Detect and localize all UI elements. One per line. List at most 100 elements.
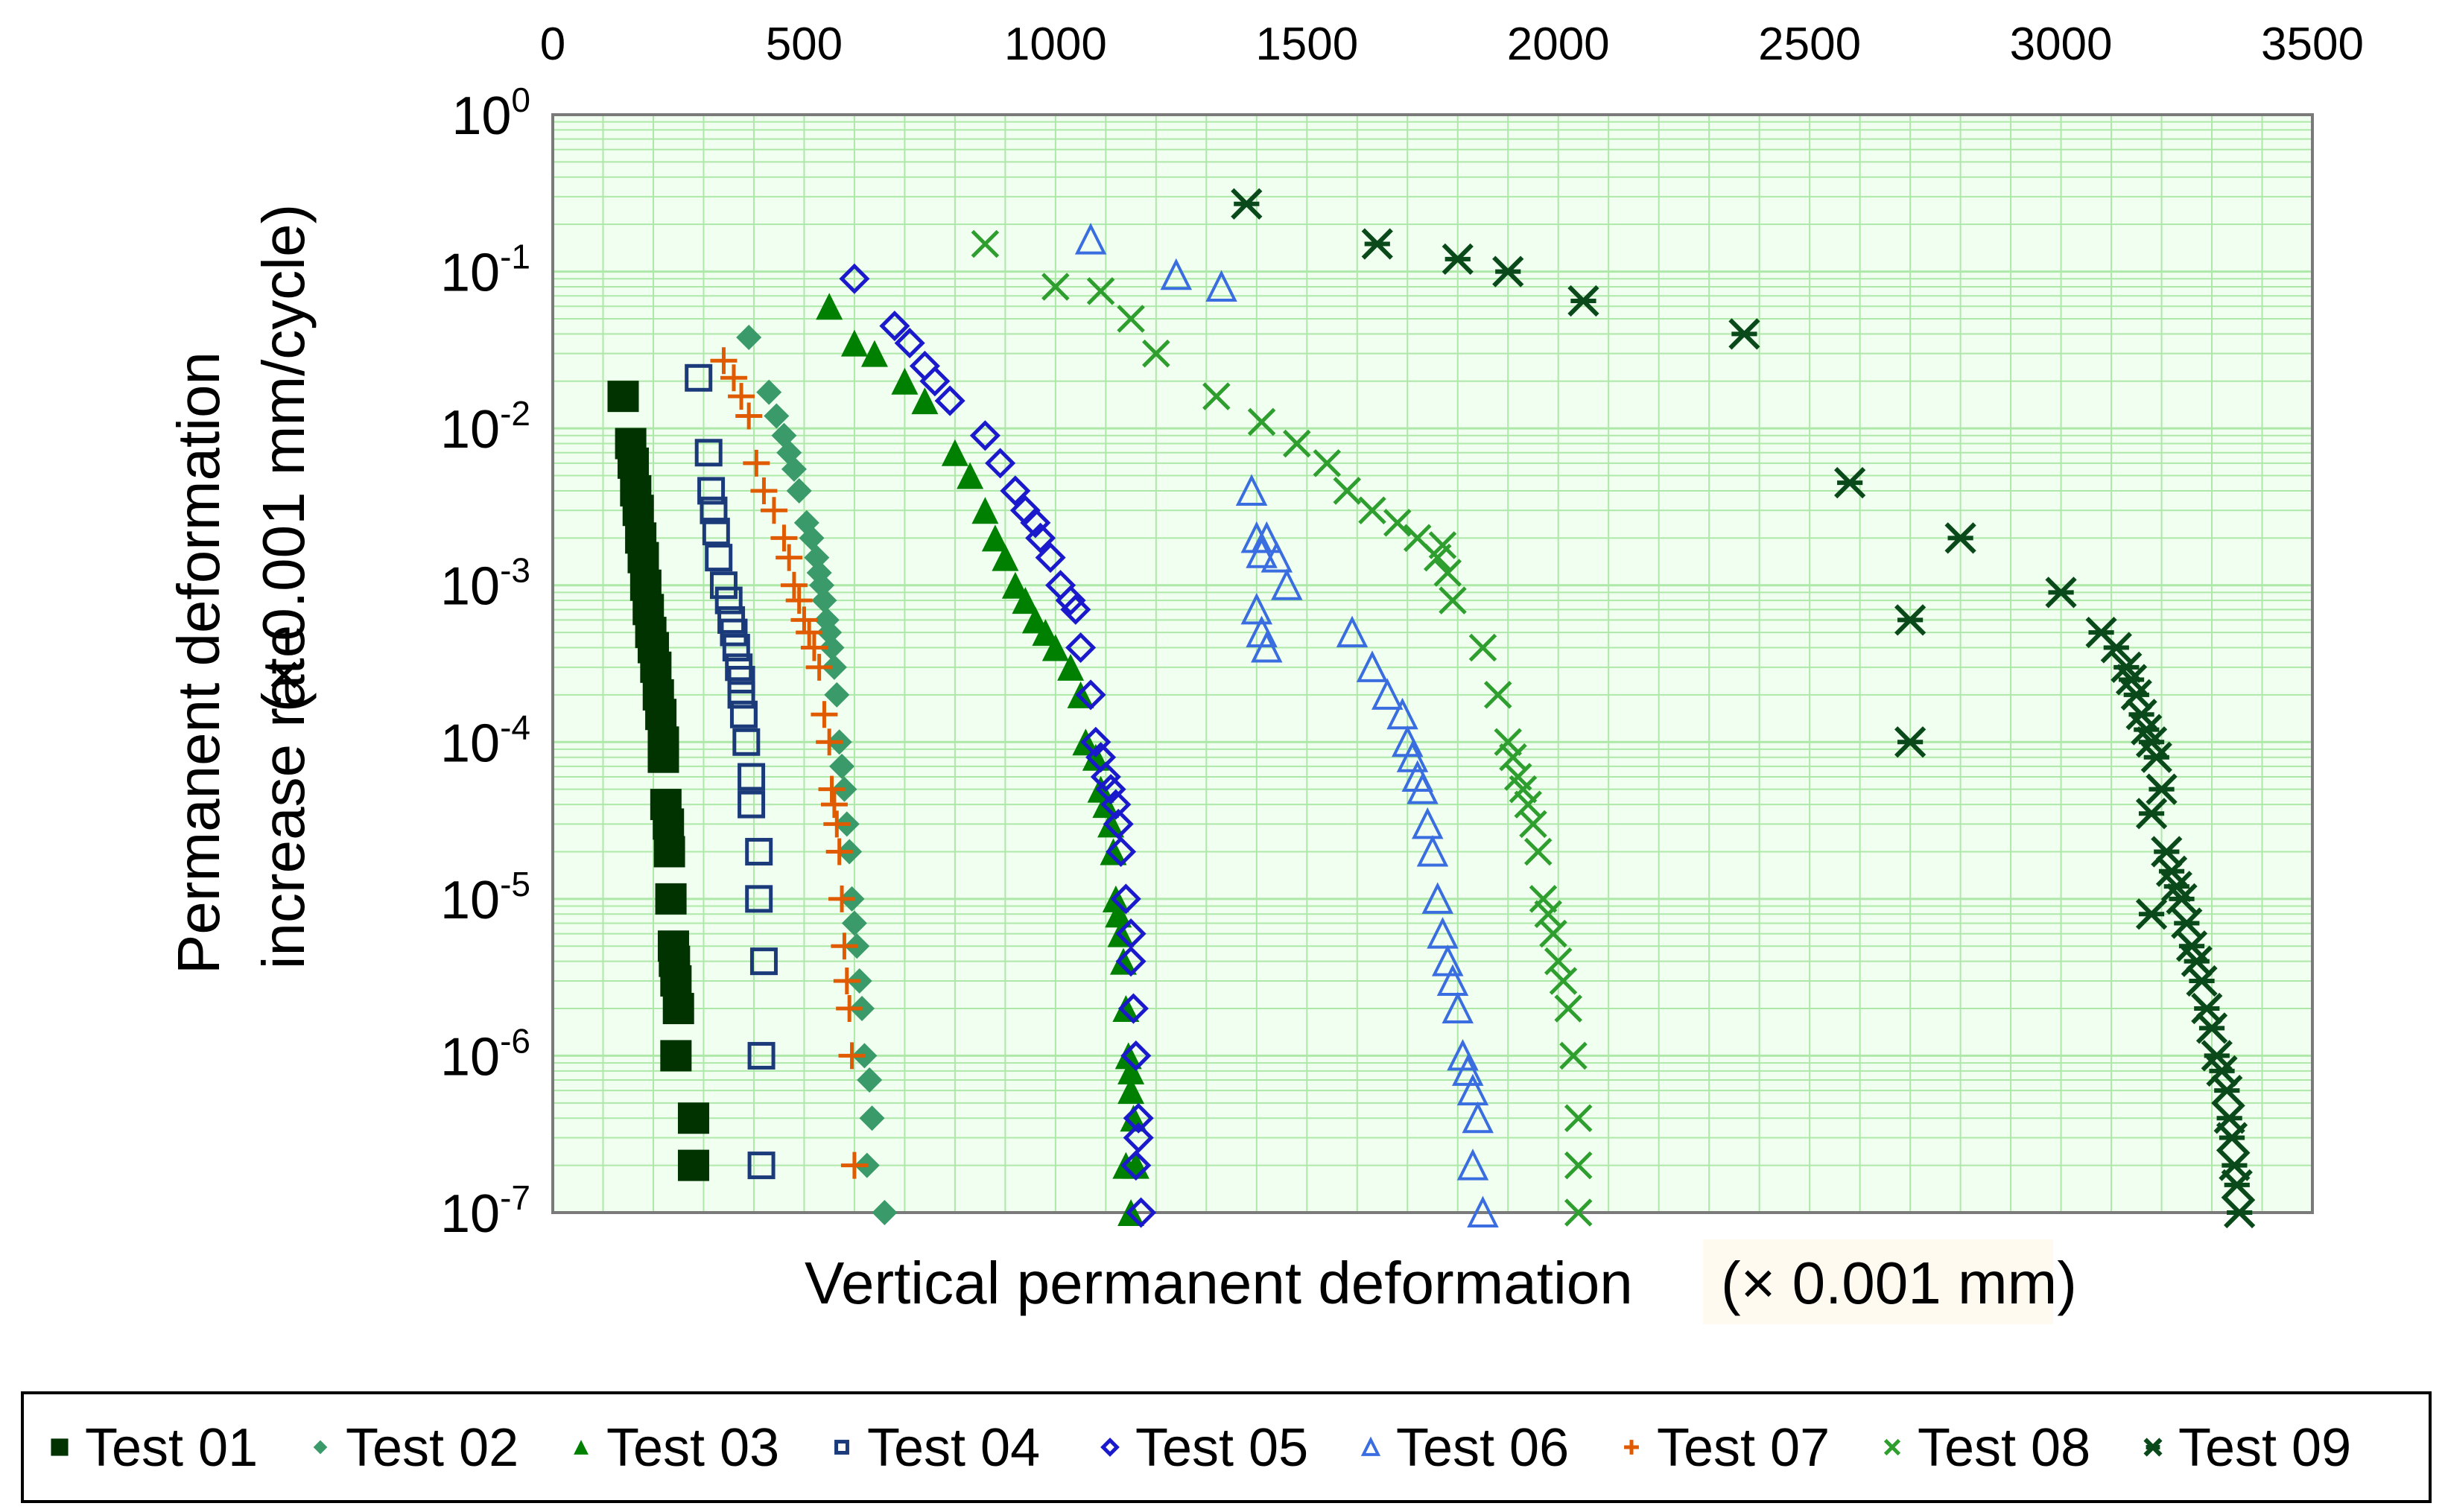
data-point bbox=[1539, 919, 1567, 948]
data-point bbox=[645, 699, 677, 731]
data-point bbox=[840, 1152, 868, 1179]
data-point bbox=[1894, 604, 1926, 636]
data-point bbox=[809, 572, 835, 598]
y-tick-base: 10 bbox=[440, 871, 500, 930]
legend-box bbox=[21, 1391, 2432, 1503]
data-point bbox=[796, 619, 823, 647]
data-point bbox=[627, 541, 659, 574]
data-point bbox=[838, 1042, 866, 1070]
data-point bbox=[1205, 270, 1237, 302]
data-point bbox=[1142, 339, 1170, 368]
y-tick-label: 10-1 bbox=[440, 238, 530, 303]
data-point bbox=[1106, 836, 1137, 868]
y-tick-exponent: -7 bbox=[500, 1178, 530, 1217]
y-tick-base: 10 bbox=[440, 1027, 500, 1087]
data-point bbox=[934, 385, 965, 416]
data-point bbox=[760, 497, 787, 524]
legend-item: Test 08 bbox=[1883, 1418, 2090, 1478]
data-point bbox=[677, 1102, 709, 1134]
data-point bbox=[622, 495, 654, 527]
x-axis-unit: (× 0.001 mm) bbox=[1721, 1250, 2077, 1316]
data-point bbox=[705, 544, 733, 572]
data-point bbox=[1356, 650, 1389, 682]
data-point bbox=[786, 477, 812, 504]
plot-area bbox=[553, 115, 2312, 1213]
data-point bbox=[799, 525, 825, 551]
data-point bbox=[1103, 808, 1134, 839]
legend-marker bbox=[51, 1438, 69, 1456]
data-point bbox=[1114, 1042, 1142, 1070]
series-layer bbox=[607, 188, 2256, 1229]
legend-label: Test 07 bbox=[1657, 1418, 1830, 1478]
data-point bbox=[1492, 255, 1524, 288]
data-point bbox=[1100, 838, 1127, 865]
legend-item: Test 09 bbox=[2143, 1418, 2351, 1478]
data-point bbox=[2195, 1012, 2228, 1044]
data-point bbox=[764, 403, 790, 429]
data-point bbox=[816, 620, 843, 646]
legend-label: Test 09 bbox=[2178, 1418, 2351, 1478]
data-point bbox=[700, 496, 728, 524]
legend-marker bbox=[1624, 1440, 1639, 1455]
series-test-03 bbox=[816, 293, 1149, 1226]
data-point bbox=[729, 700, 758, 728]
data-point bbox=[829, 753, 855, 779]
data-point bbox=[1462, 1101, 1494, 1134]
data-point bbox=[1035, 542, 1066, 574]
data-point bbox=[1728, 318, 1760, 350]
y-tick-base: 10 bbox=[451, 86, 511, 146]
data-point bbox=[1554, 994, 1582, 1023]
data-point bbox=[1283, 429, 1311, 458]
x-tick-label: 1000 bbox=[1004, 19, 1107, 70]
series-test-09 bbox=[1231, 188, 2256, 1229]
legend-item: Test 05 bbox=[1100, 1418, 1308, 1478]
x-tick-label: 500 bbox=[766, 19, 843, 70]
data-point bbox=[1564, 1198, 1593, 1227]
data-point bbox=[833, 967, 860, 994]
y-axis-unit: (× 0.001 mm/cycle) bbox=[250, 204, 317, 712]
data-point bbox=[720, 364, 747, 392]
data-point bbox=[770, 524, 798, 552]
data-point bbox=[1117, 993, 1149, 1024]
data-point bbox=[819, 635, 845, 661]
data-point bbox=[677, 1149, 709, 1181]
data-point bbox=[1371, 678, 1404, 710]
data-point bbox=[662, 993, 694, 1025]
data-point bbox=[825, 838, 853, 865]
data-point bbox=[1032, 619, 1059, 647]
data-point bbox=[1095, 774, 1126, 805]
data-point bbox=[1000, 475, 1031, 506]
data-point bbox=[1041, 634, 1069, 661]
data-point bbox=[1386, 697, 1418, 730]
data-point bbox=[957, 462, 984, 489]
data-point bbox=[857, 1067, 883, 1093]
x-tick-label: 2000 bbox=[1507, 19, 1610, 70]
data-point bbox=[2120, 679, 2152, 711]
data-point bbox=[2045, 576, 2077, 609]
data-point bbox=[1090, 761, 1121, 792]
series-test-02 bbox=[736, 325, 898, 1225]
data-point bbox=[1834, 467, 1866, 499]
data-point bbox=[1117, 305, 1145, 333]
data-point bbox=[816, 728, 843, 756]
data-point bbox=[805, 653, 833, 681]
legend: Test 01 Test 02 Test 03 Test 04 Test 05 Test … bbox=[51, 1418, 2351, 1478]
y-tick-base: 10 bbox=[440, 244, 500, 303]
data-point bbox=[727, 665, 755, 693]
y-tick-base: 10 bbox=[440, 400, 500, 460]
data-point bbox=[1120, 1040, 1152, 1071]
data-point bbox=[872, 1200, 898, 1225]
y-tick-base: 10 bbox=[440, 714, 500, 773]
data-point bbox=[992, 544, 1019, 571]
data-point bbox=[860, 340, 888, 367]
data-point bbox=[804, 544, 830, 571]
data-point bbox=[1412, 807, 1444, 839]
data-point bbox=[2216, 1122, 2248, 1154]
legend-label: Test 06 bbox=[1396, 1418, 1569, 1478]
series-test-01 bbox=[607, 381, 709, 1181]
data-point bbox=[1115, 946, 1147, 977]
data-point bbox=[2140, 741, 2172, 773]
data-point bbox=[2211, 1075, 2243, 1107]
data-point bbox=[1086, 277, 1115, 305]
